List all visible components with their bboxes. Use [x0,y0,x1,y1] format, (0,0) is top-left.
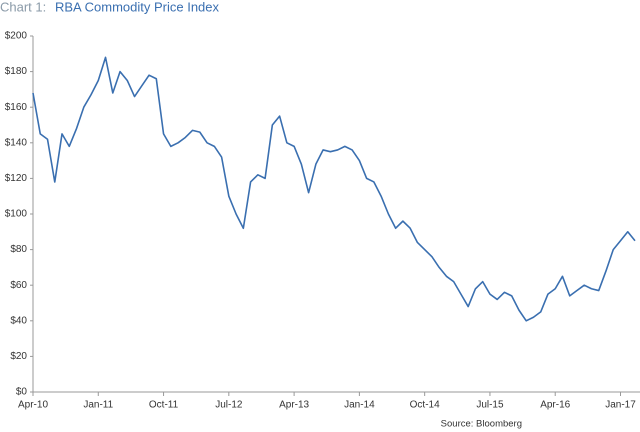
y-tick-label: $80 [10,244,27,255]
y-tick-label: $160 [5,102,28,113]
x-tick-label: Jan-11 [83,400,113,411]
x-tick-label: Oct-14 [410,400,440,411]
x-tick-label: Apr-13 [279,400,309,411]
y-tick-label: $200 [5,31,28,42]
x-tick-label: Apr-16 [540,400,570,411]
chart-label: Chart 1: [0,0,46,14]
y-tick-label: $20 [10,351,27,362]
x-tick-label: Apr-10 [18,400,48,411]
x-tick-label: Jan-17 [605,400,636,411]
y-tick-label: $60 [10,280,27,291]
x-tick-label: Jul-15 [476,400,504,411]
x-tick-label: Oct-11 [149,400,179,411]
y-tick-label: $40 [10,315,27,326]
y-tick-label: $120 [5,173,28,184]
y-tick-label: $0 [16,387,28,398]
chart-title: RBA Commodity Price Index [55,0,220,14]
y-tick-label: $140 [5,137,28,148]
x-tick-label: Jan-14 [344,400,375,411]
x-tick-label: Jul-12 [215,400,243,411]
data-line [32,56,636,322]
y-tick-label: $180 [5,66,28,77]
source-note: Source: Bloomberg [441,419,522,430]
y-tick-label: $100 [5,209,28,220]
